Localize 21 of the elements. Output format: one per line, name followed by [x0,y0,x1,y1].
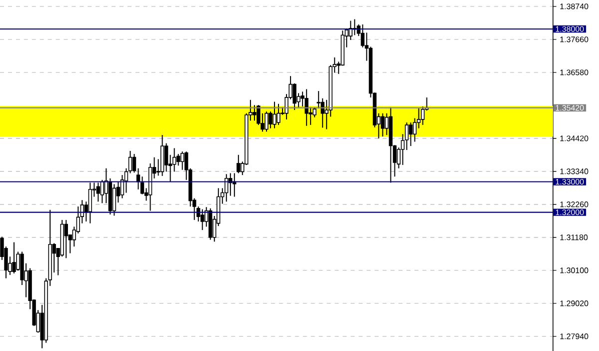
candlestick [404,122,409,150]
candlestick [88,182,92,224]
candlestick [132,153,136,174]
candlestick [408,122,413,147]
candlestick [180,151,184,170]
candlestick [304,88,308,126]
candlestick [264,111,268,132]
candlestick [276,103,280,126]
candlestick [112,184,116,216]
candlestick [200,208,204,231]
candlestick [420,106,425,126]
candlestick [164,142,168,172]
candlestick [224,174,228,202]
candlestick [272,101,276,129]
candlestick [96,182,100,202]
candlestick [380,112,385,138]
candlestick [12,242,16,274]
candlestick [64,219,68,259]
candlestick [252,104,256,122]
candlestick [236,154,240,174]
candlestick [412,118,417,142]
